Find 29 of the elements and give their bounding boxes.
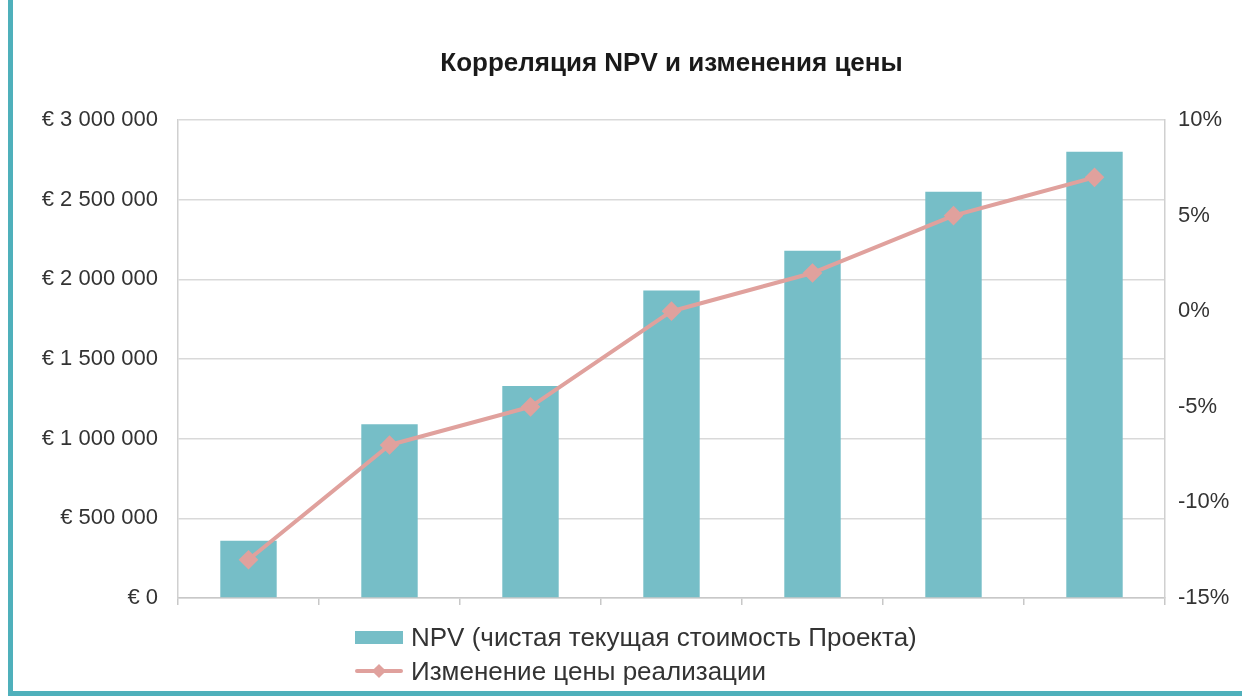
- bar: [361, 424, 418, 598]
- point: [944, 206, 963, 225]
- y-tick-label: € 0: [127, 584, 158, 610]
- bar: [220, 540, 277, 598]
- legend-label: NPV (чистая текущая стоимость Проекта): [411, 622, 917, 652]
- y-tick-label: € 1 500 000: [41, 345, 158, 371]
- point: [380, 436, 399, 455]
- y-tick-label: € 1 000 000: [41, 424, 158, 450]
- y2-tick-label: -10%: [1178, 488, 1230, 514]
- y2-tick-label: 10%: [1178, 106, 1223, 132]
- bar: [925, 191, 982, 598]
- bar: [643, 290, 700, 598]
- chart-title: Корреляция NPV и изменения цены: [440, 47, 903, 78]
- bar: [784, 250, 841, 598]
- y2-tick-label: -5%: [1178, 392, 1218, 418]
- bar: [1066, 151, 1123, 598]
- y2-tick-label: 5%: [1178, 201, 1210, 227]
- y-tick-label: € 500 000: [60, 504, 158, 530]
- legend-label: Изменение цены реализации: [411, 656, 767, 686]
- bar: [502, 386, 559, 598]
- y-tick-label: € 2 000 000: [41, 265, 158, 291]
- y-tick-label: € 3 000 000: [41, 106, 158, 132]
- y2-tick-label: -15%: [1178, 584, 1230, 610]
- y-tick-label: € 2 500 000: [41, 185, 158, 211]
- point: [1085, 168, 1104, 187]
- point: [662, 302, 681, 321]
- point: [803, 263, 822, 282]
- point: [521, 397, 540, 416]
- y2-tick-label: 0%: [1178, 297, 1210, 323]
